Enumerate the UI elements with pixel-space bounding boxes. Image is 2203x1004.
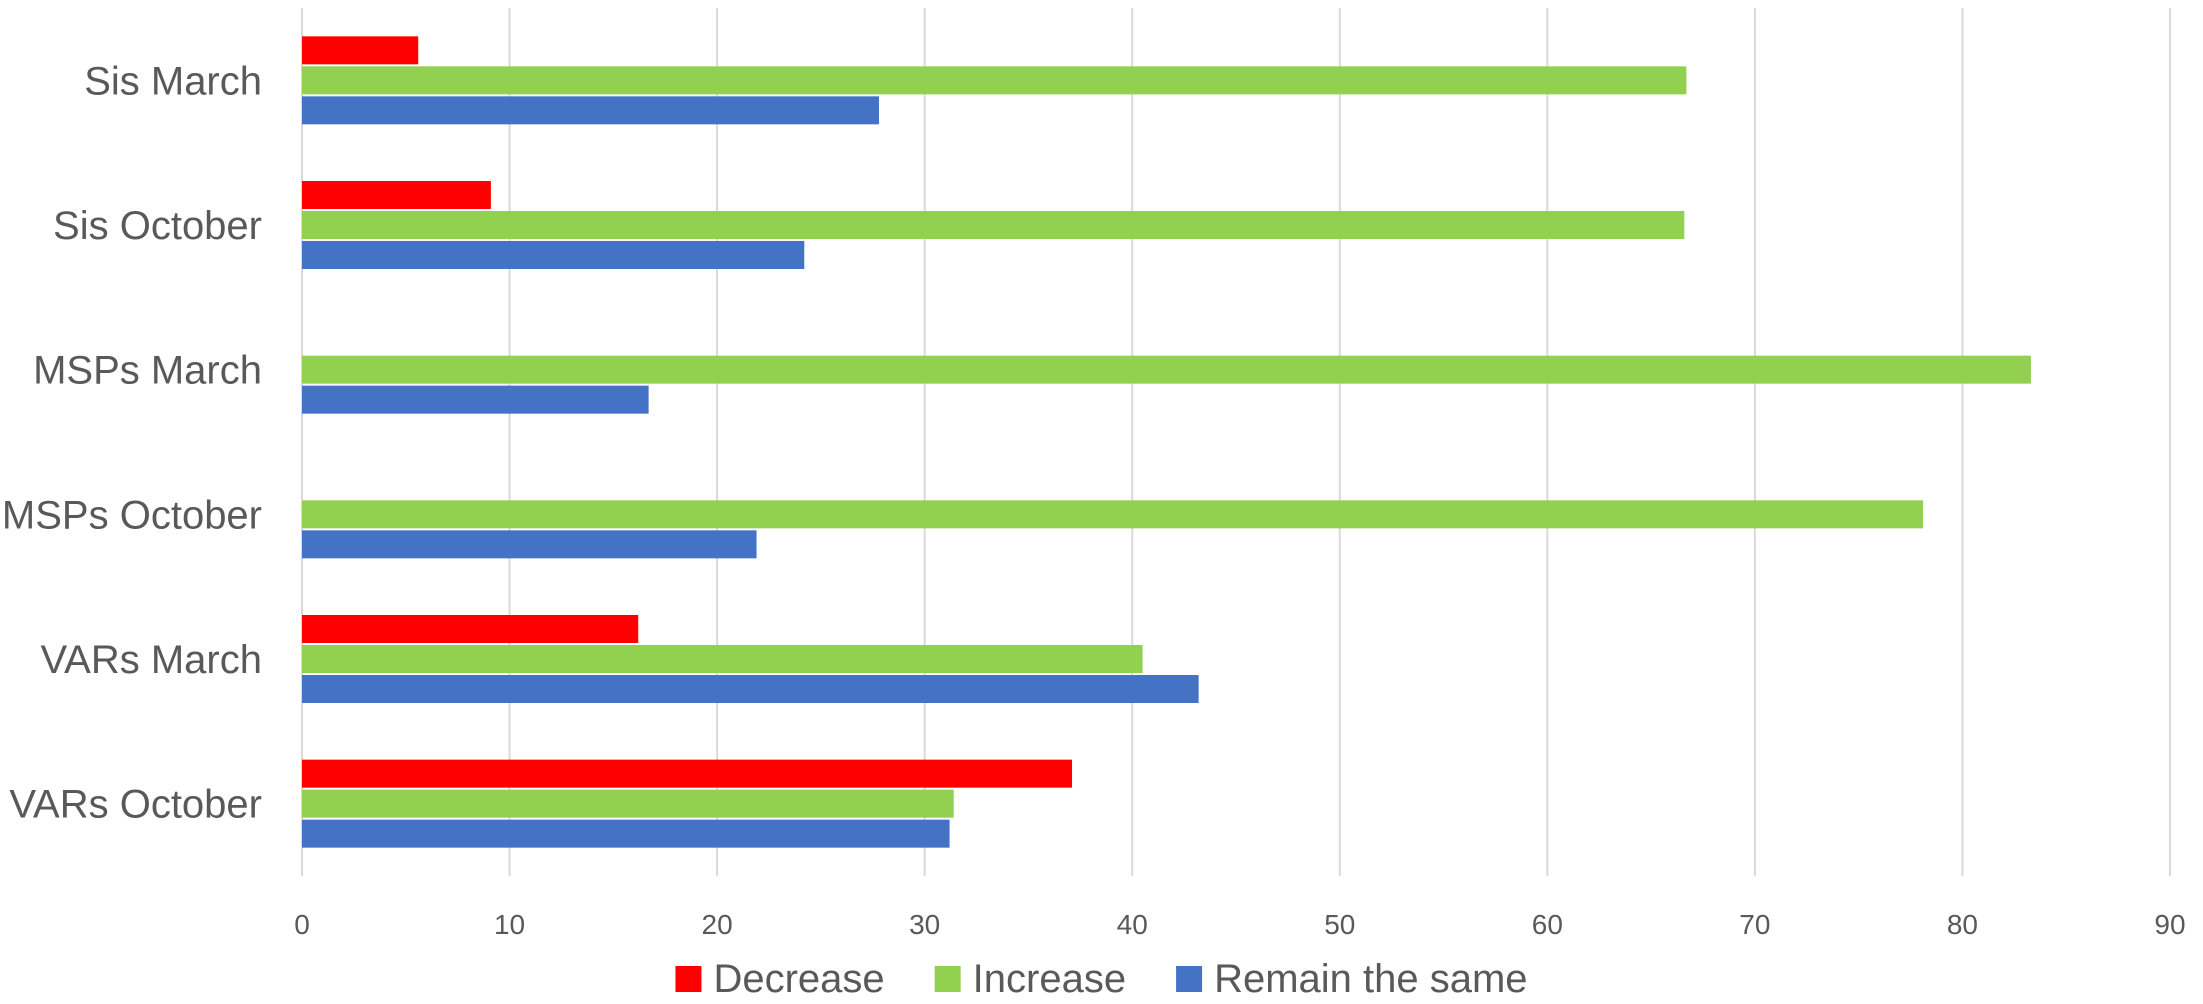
- tick-label: 20: [702, 909, 733, 940]
- bar-decrease: [302, 759, 1073, 788]
- category-axis: Sis March Sis October MSPs March MSPs Octob…: [2, 59, 262, 826]
- tick-label: 90: [2154, 909, 2185, 940]
- category-label: MSPs March: [33, 349, 262, 393]
- category-label: Sis March: [84, 59, 262, 103]
- bar-increase: [302, 211, 1685, 239]
- legend-swatch: [934, 966, 961, 992]
- category-label: Sis October: [53, 204, 262, 248]
- legend-label: Remain the same: [1214, 957, 1527, 1001]
- bar-remain-the-same: [302, 241, 805, 269]
- legend-swatch: [675, 966, 702, 992]
- tick-label: 60: [1532, 909, 1563, 940]
- category-label: VARs October: [9, 783, 262, 827]
- bar-decrease: [302, 615, 639, 643]
- bar-remain-the-same: [302, 385, 649, 414]
- category-label: VARs March: [40, 638, 262, 682]
- bars: [302, 36, 2031, 848]
- bar-increase: [302, 355, 2031, 384]
- bar-increase: [302, 66, 1687, 95]
- tick-label: 80: [1947, 909, 1978, 940]
- category-label: MSPs October: [2, 493, 262, 537]
- tick-label: 30: [909, 909, 940, 940]
- bar-remain-the-same: [302, 530, 757, 559]
- gridlines: [301, 8, 2171, 876]
- value-axis: 0 10 20 30 40 50 60 70 80 90: [294, 909, 2185, 940]
- bar-decrease: [302, 36, 419, 65]
- bar-remain-the-same: [302, 819, 950, 848]
- bar-remain-the-same: [302, 96, 880, 125]
- bar-increase: [302, 789, 954, 818]
- tick-label: 50: [1324, 909, 1355, 940]
- bar-decrease: [302, 181, 491, 209]
- legend-label: Decrease: [713, 957, 884, 1001]
- legend: Decrease Increase Remain the same: [675, 957, 1528, 1001]
- bar-increase: [302, 500, 1924, 529]
- tick-label: 70: [1739, 909, 1770, 940]
- legend-swatch: [1176, 966, 1203, 992]
- bar-increase: [302, 645, 1143, 673]
- tick-label: 0: [294, 909, 310, 940]
- tick-label: 10: [494, 909, 525, 940]
- tick-label: 40: [1117, 909, 1148, 940]
- bar-remain-the-same: [302, 675, 1199, 703]
- legend-label: Increase: [973, 957, 1126, 1001]
